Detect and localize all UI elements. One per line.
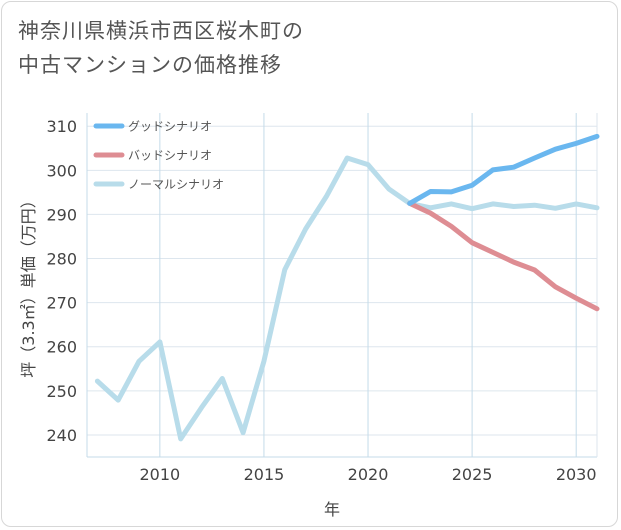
x-axis-label: 年: [324, 500, 340, 519]
y-tick-label: 300: [46, 161, 77, 180]
y-tick-label: 280: [46, 250, 77, 269]
legend-label: ノーマルシナリオ: [128, 178, 224, 192]
x-tick-label: 2010: [139, 465, 180, 484]
y-tick-label: 250: [46, 382, 77, 401]
y-tick-label: 310: [46, 117, 77, 136]
chart-series: [94, 133, 600, 442]
y-tick-label: 240: [46, 426, 77, 445]
x-axis-ticks: 2010 2015 2020 2025 2030: [139, 465, 596, 484]
chart-title-line1: 神奈川県横浜市西区桜木町の: [18, 19, 304, 43]
y-tick-label: 260: [46, 338, 77, 357]
x-tick-label: 2015: [244, 465, 285, 484]
series-line: [94, 155, 600, 442]
y-axis-label: 坪（3.3㎡）単価（万円）: [19, 192, 38, 377]
legend-label: バッドシナリオ: [128, 149, 212, 163]
x-tick-label: 2030: [556, 465, 597, 484]
chart-title: 神奈川県横浜市西区桜木町の 中古マンションの価格推移: [18, 14, 538, 82]
x-tick-label: 2020: [348, 465, 389, 484]
y-tick-label: 270: [46, 294, 77, 313]
legend-label: グッドシナリオ: [128, 120, 212, 134]
series-line: [407, 200, 600, 312]
x-tick-label: 2025: [452, 465, 493, 484]
chart-grid: [87, 113, 597, 457]
y-axis-ticks: 240 250 260 270 280 290 300 310: [46, 117, 77, 445]
series-line: [407, 133, 600, 206]
y-tick-label: 290: [46, 205, 77, 224]
chart-title-line2: 中古マンションの価格推移: [18, 53, 282, 77]
plot-frame: [86, 113, 598, 458]
